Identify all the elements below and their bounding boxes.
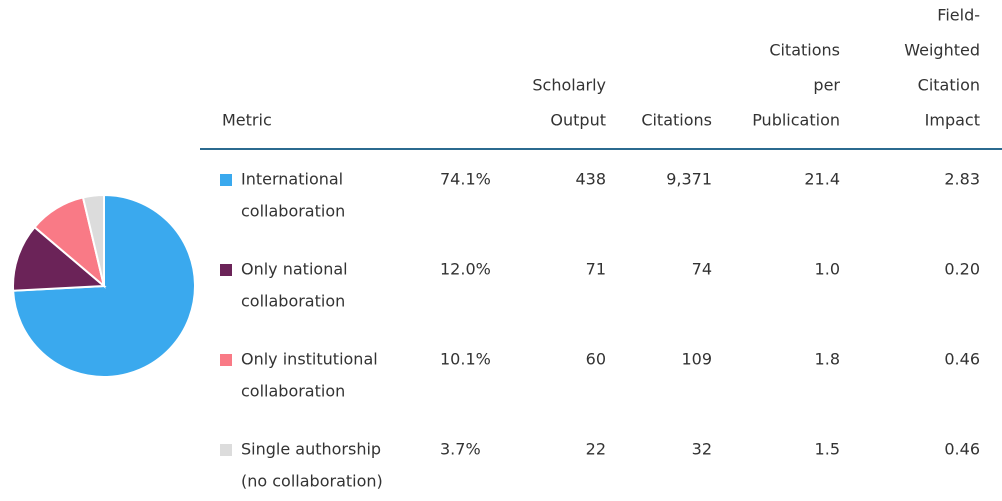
value-cell: 9,371 (666, 170, 712, 189)
metric-label: collaboration (241, 202, 345, 221)
value-cell: 71 (586, 260, 606, 279)
legend-swatch (220, 444, 232, 456)
value-cell: 2.83 (944, 170, 980, 189)
share-cell: 74.1% (440, 170, 491, 189)
metric-label: International (241, 170, 343, 189)
header-label: Weighted (904, 41, 980, 60)
header-label: Scholarly (532, 76, 606, 95)
legend-swatch (220, 354, 232, 366)
header-label: per (813, 76, 840, 95)
pie-slice (81, 193, 105, 287)
value-cell: 1.8 (815, 350, 840, 369)
header-label: Impact (925, 111, 980, 130)
value-cell: 60 (586, 350, 606, 369)
metric-label: Only institutional (241, 350, 378, 369)
value-cell: 74 (692, 260, 712, 279)
share-cell: 10.1% (440, 350, 491, 369)
value-cell: 0.46 (944, 440, 980, 459)
value-cell: 0.20 (944, 260, 980, 279)
legend-swatch (220, 264, 232, 276)
value-cell: 109 (681, 350, 712, 369)
header-label: Citation (918, 76, 980, 95)
value-cell: 1.5 (815, 440, 840, 459)
metric-label: Only national (241, 260, 348, 279)
share-cell: 12.0% (440, 260, 491, 279)
value-cell: 1.0 (815, 260, 840, 279)
header-label: Citations (641, 111, 712, 130)
header-label: Field- (937, 6, 980, 25)
share-cell: 3.7% (440, 440, 481, 459)
metric-label: (no collaboration) (241, 472, 383, 491)
value-cell: 438 (575, 170, 606, 189)
value-cell: 22 (586, 440, 606, 459)
header-label: Metric (222, 111, 272, 130)
header-label: Citations (769, 41, 840, 60)
legend-swatch (220, 174, 232, 186)
metric-label: collaboration (241, 292, 345, 311)
metric-label: collaboration (241, 382, 345, 401)
value-cell: 0.46 (944, 350, 980, 369)
value-cell: 21.4 (804, 170, 840, 189)
header-label: Publication (752, 111, 840, 130)
header-label: Output (550, 111, 606, 130)
pie-slice (12, 225, 107, 292)
metric-label: Single authorship (241, 440, 381, 459)
value-cell: 32 (692, 440, 712, 459)
